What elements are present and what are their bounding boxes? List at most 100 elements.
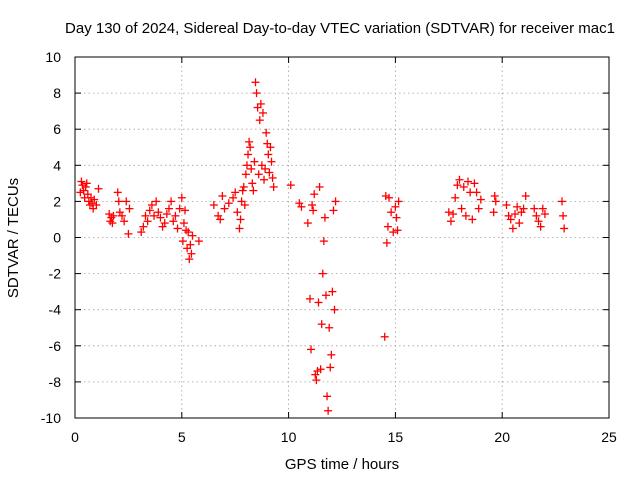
data-point	[324, 406, 333, 415]
data-point	[242, 161, 251, 170]
data-point	[177, 193, 186, 202]
data-point	[317, 320, 326, 329]
y-tick-label: 0	[53, 230, 61, 246]
data-point	[455, 175, 464, 184]
data-point	[105, 210, 114, 219]
y-tick-label: -2	[49, 266, 62, 282]
data-point	[468, 215, 477, 224]
x-axis-title: GPS time / hours	[285, 456, 399, 473]
data-point	[489, 208, 498, 217]
data-point	[108, 219, 117, 228]
data-point	[216, 215, 225, 224]
data-point	[235, 224, 244, 233]
data-point	[310, 190, 319, 199]
data-point	[115, 208, 124, 217]
data-point	[77, 177, 86, 186]
data-point	[109, 211, 118, 220]
data-point	[314, 298, 323, 307]
data-point	[124, 229, 133, 238]
data-point	[152, 197, 161, 206]
data-point	[534, 217, 543, 226]
x-tick-label: 25	[601, 429, 617, 445]
data-point	[231, 188, 240, 197]
data-point	[392, 213, 401, 222]
data-point	[185, 255, 194, 264]
data-point	[330, 305, 339, 314]
data-point	[238, 186, 247, 195]
data-point	[383, 222, 392, 231]
data-point	[120, 217, 129, 226]
data-point	[506, 215, 515, 224]
data-point	[143, 217, 152, 226]
data-point	[394, 197, 403, 206]
data-point	[309, 206, 318, 215]
data-point	[308, 201, 317, 210]
data-point	[297, 202, 306, 211]
data-point	[233, 208, 242, 217]
data-point	[241, 170, 250, 179]
data-point	[536, 222, 545, 231]
data-point	[451, 193, 460, 202]
data-point	[316, 365, 325, 374]
data-point	[502, 201, 511, 210]
data-point	[81, 182, 90, 191]
data-point	[328, 287, 337, 296]
data-point	[117, 211, 126, 220]
data-point	[262, 128, 271, 137]
data-point	[464, 177, 473, 186]
data-point	[229, 193, 238, 202]
data-point	[224, 199, 233, 208]
data-point	[269, 182, 278, 191]
data-point	[513, 202, 522, 211]
data-point	[391, 202, 400, 211]
data-point	[164, 204, 173, 213]
data-point	[188, 231, 197, 240]
y-tick-label: -10	[41, 410, 61, 426]
data-point	[107, 213, 116, 222]
data-point	[530, 204, 539, 213]
data-point	[125, 204, 134, 213]
y-tick-label: -8	[49, 374, 62, 390]
data-point	[508, 224, 517, 233]
data-point	[295, 199, 304, 208]
data-point	[156, 213, 165, 222]
data-point	[240, 201, 249, 210]
data-point	[389, 228, 398, 237]
data-point	[519, 204, 528, 213]
data-point	[248, 179, 257, 188]
data-point	[169, 217, 178, 226]
data-point	[444, 208, 453, 217]
y-tick-label: 6	[53, 121, 61, 137]
data-point	[251, 78, 260, 87]
y-tick-label: -4	[49, 302, 62, 318]
data-point	[181, 206, 190, 215]
data-point	[162, 210, 171, 219]
data-point	[449, 210, 458, 219]
data-points	[76, 78, 569, 415]
data-point	[305, 294, 314, 303]
data-point	[160, 219, 169, 228]
data-point	[82, 179, 91, 188]
data-point	[122, 197, 131, 206]
data-point	[94, 184, 103, 193]
data-point	[325, 323, 334, 332]
data-point	[515, 219, 524, 228]
data-point	[459, 182, 468, 191]
data-point	[92, 201, 101, 210]
data-point	[318, 269, 327, 278]
data-point	[472, 188, 481, 197]
data-point	[246, 143, 255, 152]
data-point	[252, 89, 261, 98]
data-point	[329, 206, 338, 215]
data-point	[517, 208, 526, 217]
data-point	[187, 249, 196, 258]
plot-frame	[74, 56, 610, 419]
data-point	[327, 350, 336, 359]
data-point	[239, 182, 248, 191]
data-point	[470, 179, 479, 188]
data-point	[249, 186, 258, 195]
data-point	[331, 197, 340, 206]
data-point	[558, 197, 567, 206]
data-point	[139, 222, 148, 231]
